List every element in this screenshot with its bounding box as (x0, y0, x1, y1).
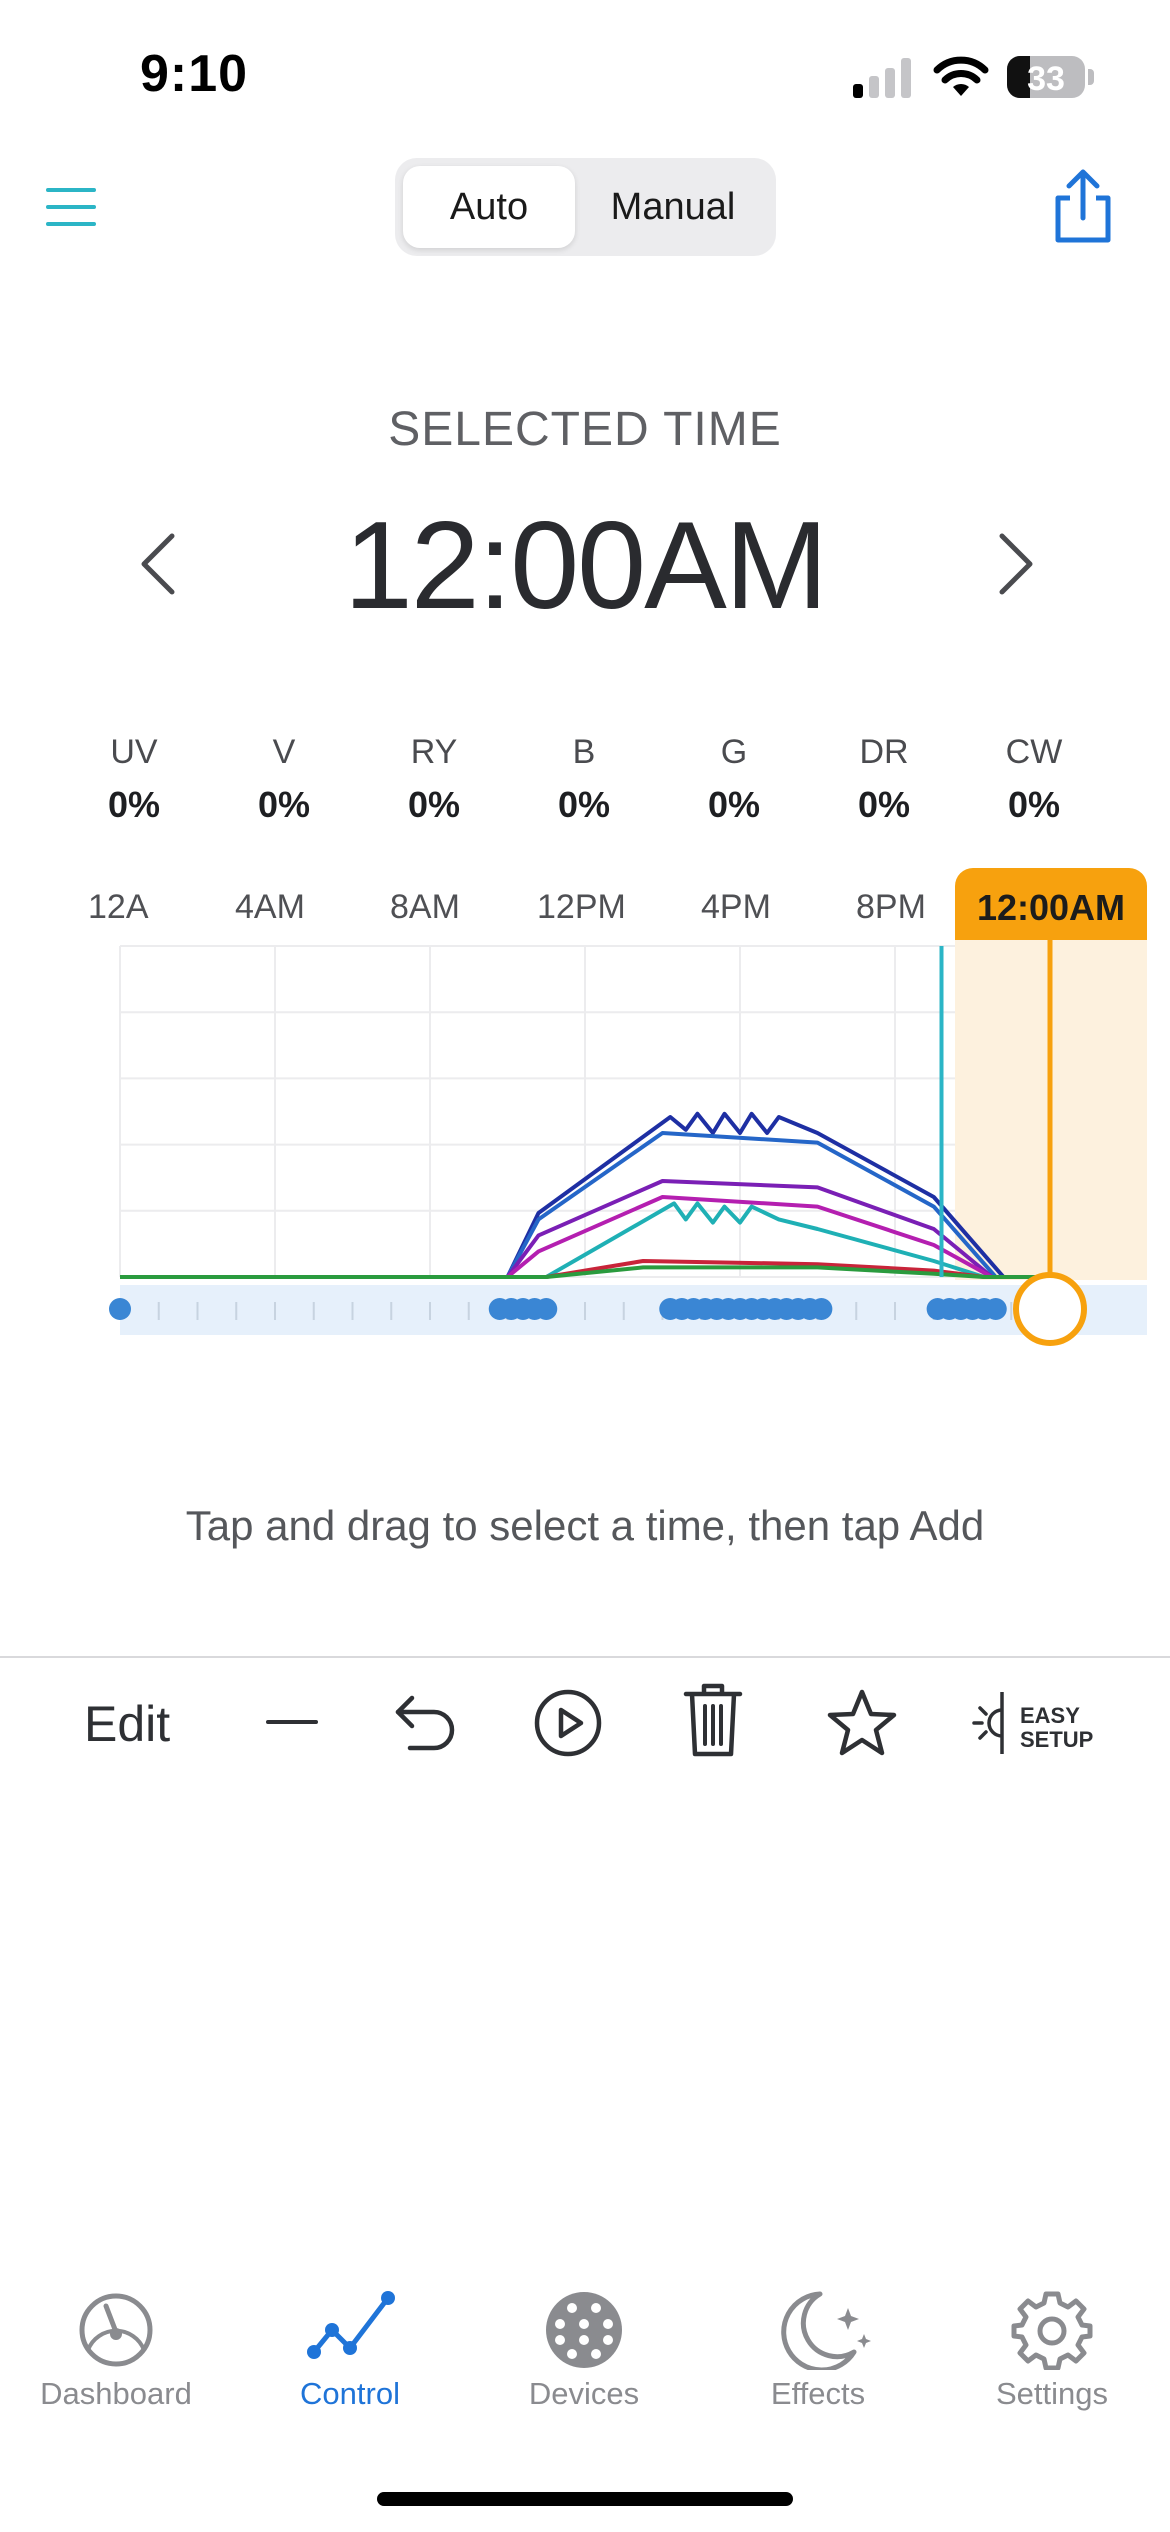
battery-percent: 33 (1027, 60, 1065, 98)
tab-devices[interactable]: Devices (474, 2290, 694, 2412)
channel-value: 0% (1007, 784, 1061, 825)
play-preview-icon[interactable] (533, 1688, 603, 1758)
channel-value: 0% (407, 784, 461, 825)
series-line-2 (120, 1179, 1050, 1279)
channel-name: UV (110, 733, 158, 771)
keyframe-dot[interactable] (810, 1298, 833, 1320)
channel-dr: DR 0% (809, 733, 959, 826)
series-line-0 (120, 1111, 1050, 1279)
channel-value: 0% (707, 784, 761, 825)
cellular-signal-icon (853, 58, 911, 98)
gear-icon (1011, 2291, 1093, 2370)
channel-b: B 0% (509, 733, 659, 826)
tab-settings[interactable]: Settings (942, 2290, 1162, 2412)
channel-name: B (572, 733, 596, 771)
channel-name: RY (410, 733, 458, 771)
auto-mode-button[interactable]: Auto (403, 166, 575, 248)
easy-setup-line1: EASY (1020, 1703, 1080, 1728)
channel-g: G 0% (659, 733, 809, 826)
keyframe-dot[interactable] (535, 1298, 558, 1320)
toolbar-divider (0, 1656, 1170, 1658)
tick-label: 12PM (537, 888, 626, 926)
channel-value: 0% (257, 784, 311, 825)
gauge-icon (79, 2293, 153, 2367)
channel-name: G (720, 733, 748, 771)
tick-label: 8AM (390, 888, 460, 926)
easy-setup-line2: SETUP (1020, 1727, 1094, 1752)
tab-label: Devices (528, 2376, 640, 2411)
home-indicator (377, 2492, 793, 2506)
current-time-badge: 12:00AM (955, 868, 1147, 944)
hamburger-menu-icon[interactable] (46, 188, 96, 226)
chart-series (120, 1111, 1050, 1279)
channel-ry: RY 0% (359, 733, 509, 826)
channel-value: 0% (107, 784, 161, 825)
tick-label: 12A (88, 888, 149, 926)
tab-label: Settings (995, 2376, 1108, 2411)
selected-time-value: 12:00AM (343, 497, 828, 635)
moon-stars-icon (781, 2291, 871, 2370)
tab-label: Control (300, 2376, 400, 2411)
series-line-3 (120, 1195, 1050, 1279)
next-time-chevron-icon[interactable] (996, 532, 1036, 596)
series-line-6 (120, 1265, 1050, 1279)
mode-toggle: Auto Manual (395, 158, 776, 256)
channel-v: V 0% (209, 733, 359, 826)
channel-name: CW (1005, 733, 1063, 771)
share-icon[interactable] (1052, 168, 1114, 244)
tab-dashboard[interactable]: Dashboard (6, 2290, 226, 2412)
tick-label: 4AM (235, 888, 305, 926)
channel-cw: CW 0% (959, 733, 1109, 826)
battery-indicator: 33 (1007, 56, 1085, 98)
previous-time-chevron-icon[interactable] (138, 532, 178, 596)
series-line-4 (120, 1201, 1050, 1279)
schedule-chart[interactable] (0, 940, 1170, 1360)
keyframe-dots (109, 1298, 1007, 1320)
tab-label: Effects (770, 2376, 866, 2411)
line-chart-icon (307, 2291, 395, 2359)
remove-icon[interactable] (266, 1712, 318, 1732)
easy-setup-button[interactable]: EASY SETUP (1020, 1704, 1093, 1752)
channel-value: 0% (557, 784, 611, 825)
selected-time-label: SELECTED TIME (388, 403, 782, 456)
channel-name: V (272, 733, 296, 771)
battery-cap (1088, 69, 1094, 85)
channel-value: 0% (857, 784, 911, 825)
favorite-star-icon[interactable] (826, 1688, 898, 1758)
trash-icon[interactable] (682, 1682, 744, 1758)
tab-control[interactable]: Control (240, 2290, 460, 2412)
status-time: 9:10 (140, 45, 249, 103)
selected-time-handle[interactable] (1013, 1272, 1087, 1346)
edit-button[interactable]: Edit (84, 1696, 171, 1752)
wifi-icon (933, 56, 989, 96)
instruction-hint: Tap and drag to select a time, then tap … (185, 1502, 985, 1549)
tick-label: 8PM (856, 888, 926, 926)
tick-label: 4PM (701, 888, 771, 926)
manual-mode-button[interactable]: Manual (610, 186, 736, 228)
led-grid-icon (546, 2292, 622, 2368)
channel-name: DR (859, 733, 909, 771)
easy-setup-icon[interactable] (972, 1690, 1016, 1756)
undo-icon[interactable] (390, 1690, 460, 1754)
keyframe-dot[interactable] (109, 1298, 131, 1320)
tab-label: Dashboard (40, 2376, 192, 2411)
keyframe-dot[interactable] (984, 1298, 1007, 1320)
tab-effects[interactable]: Effects (708, 2290, 928, 2412)
channel-uv: UV 0% (59, 733, 209, 826)
